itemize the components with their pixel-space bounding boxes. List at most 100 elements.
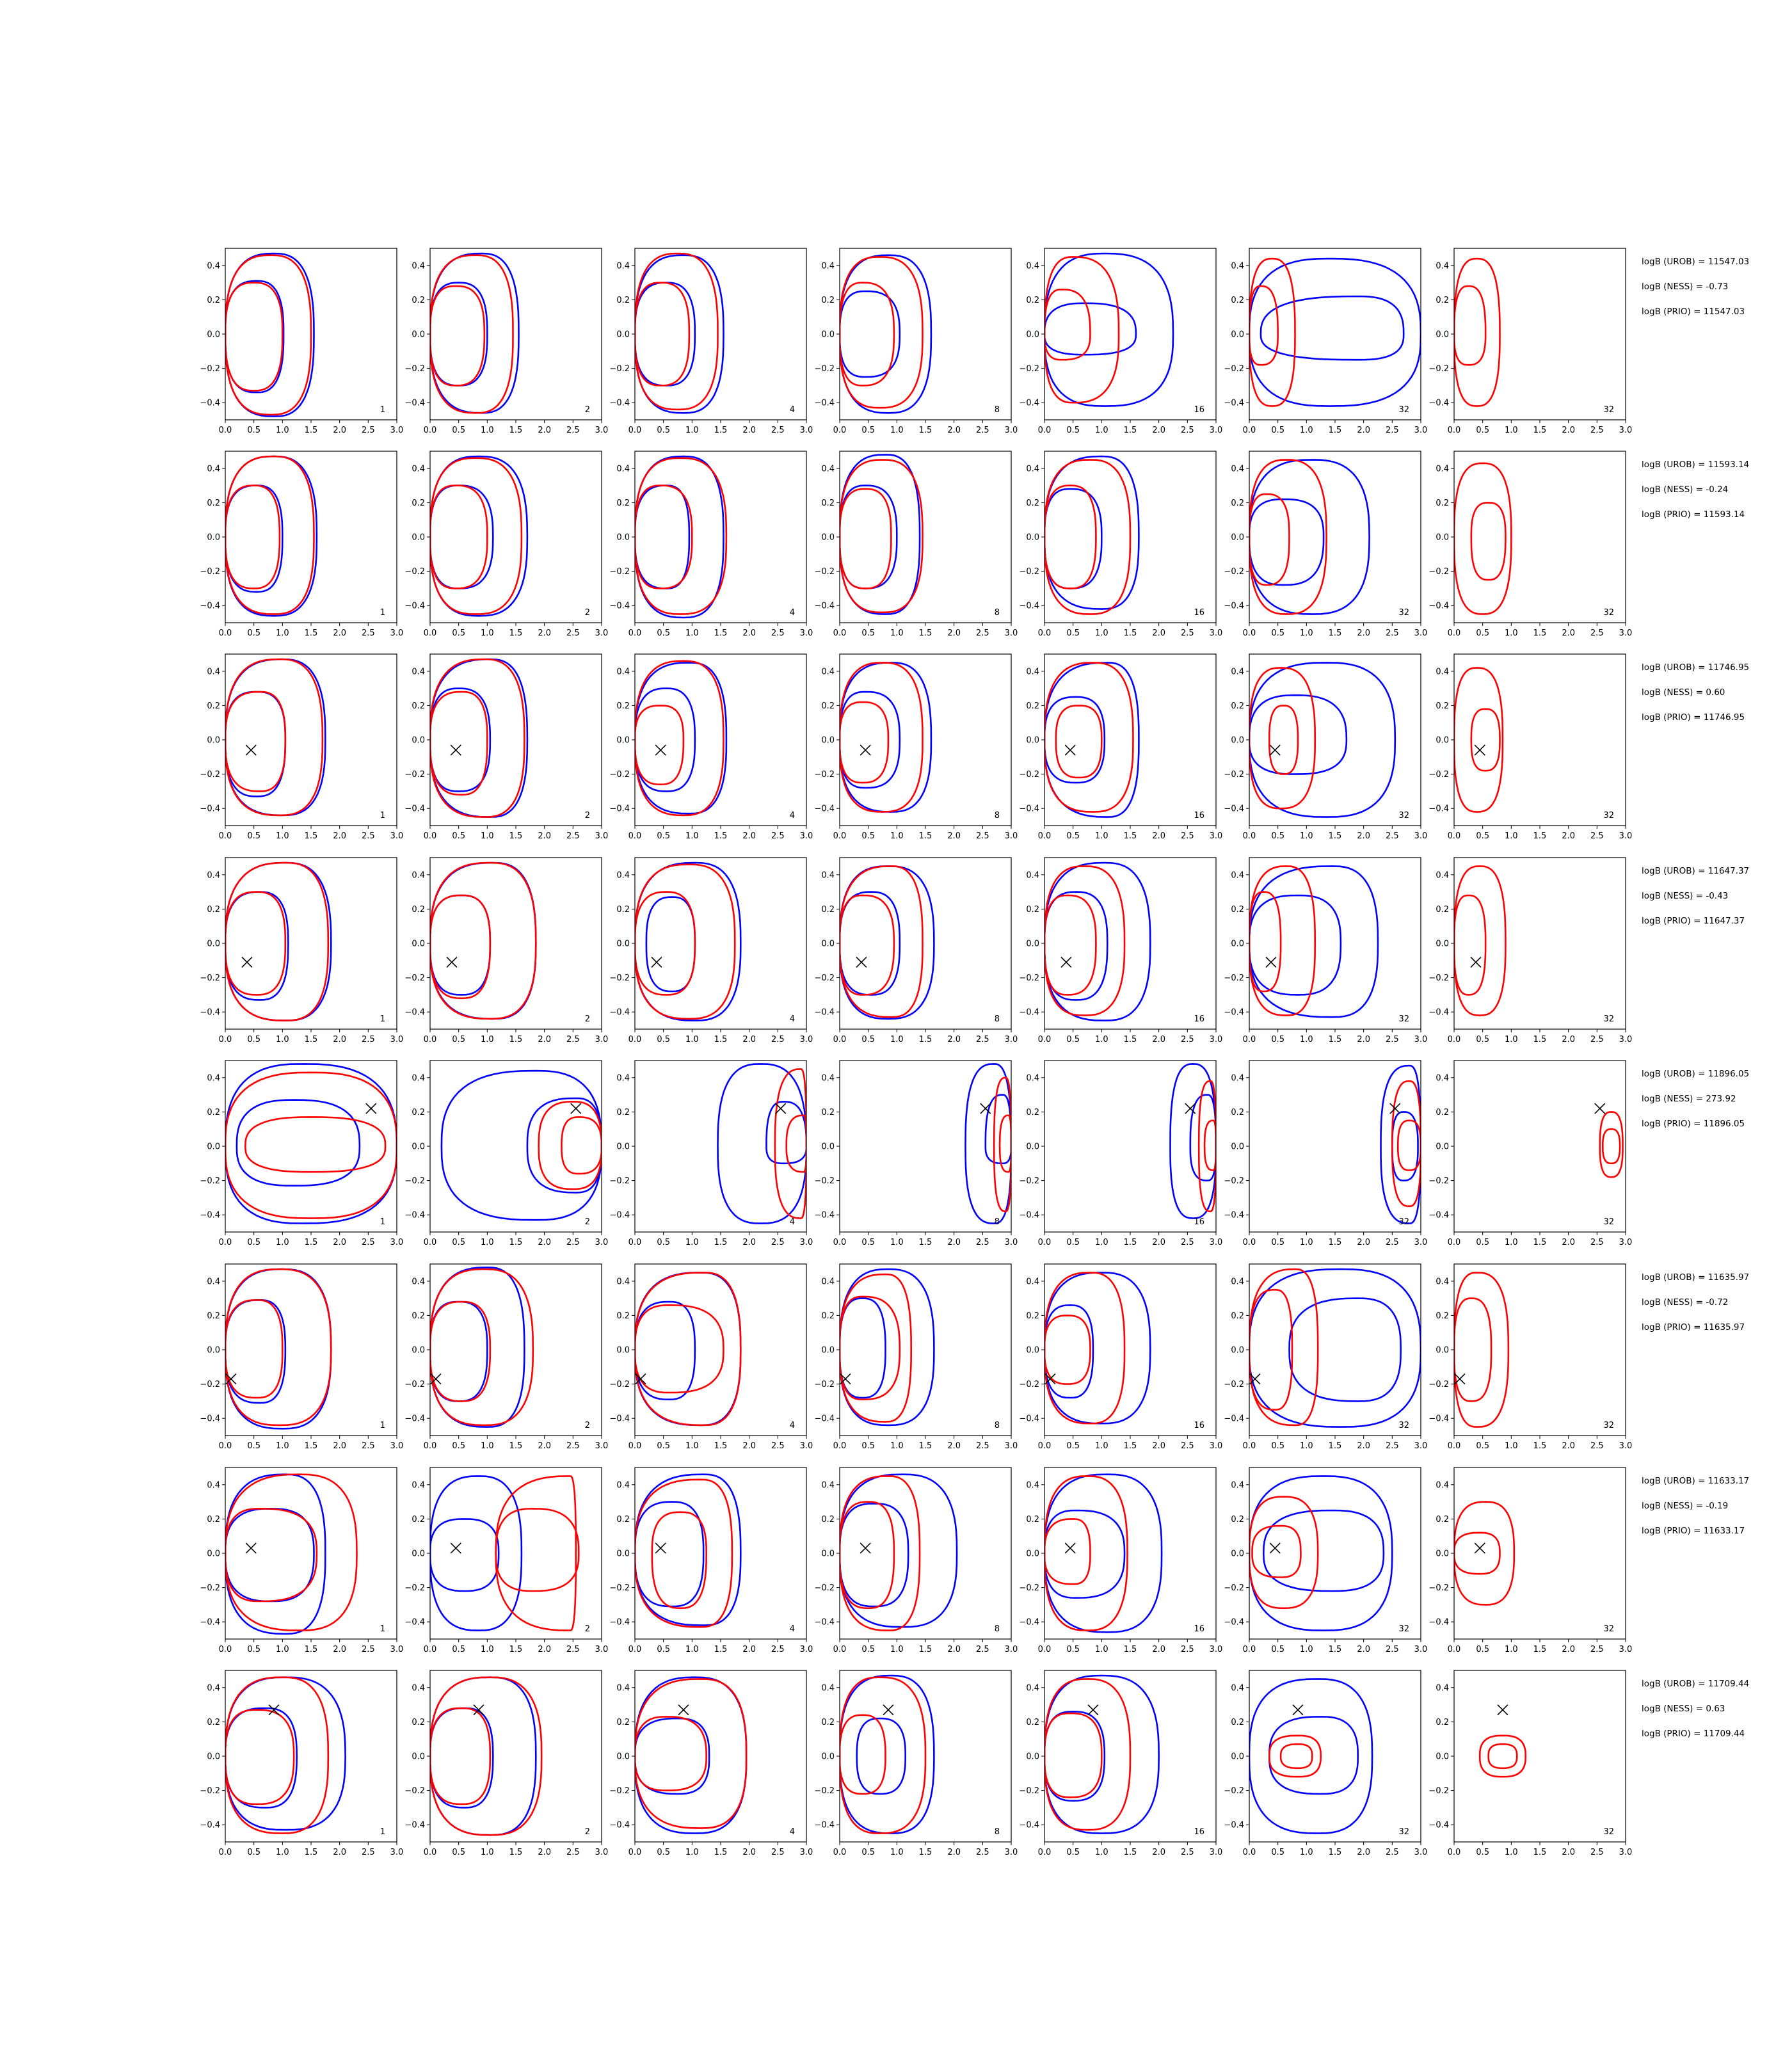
x-tick-label: 1.5 xyxy=(509,1848,523,1857)
x-tick-label: 2.0 xyxy=(1357,426,1370,435)
y-tick-label: −0.4 xyxy=(404,399,425,408)
x-tick-label: 2.5 xyxy=(1590,831,1604,841)
x-tick-label: 3.0 xyxy=(595,1035,609,1044)
red-contour-2 xyxy=(1203,1119,1216,1171)
blue-contour-2 xyxy=(984,1094,1011,1165)
axes-frame xyxy=(1453,248,1626,420)
y-tick-label: 0.2 xyxy=(821,1515,835,1524)
y-tick-label: −0.2 xyxy=(404,973,425,983)
contour-lines xyxy=(840,1473,958,1631)
x-tick-label: 3.0 xyxy=(1210,1848,1223,1857)
y-tick-label: 0.0 xyxy=(616,736,630,746)
x-tick-label: 3.0 xyxy=(800,1645,813,1654)
blue-contour-1 xyxy=(1044,662,1140,818)
y-tick-label: −0.4 xyxy=(1428,1618,1449,1628)
red-contour-1 xyxy=(1454,667,1504,813)
panel-r4-c6: 0.0 0.5 1.0 1.5 2.0 2.5 3.0 −0.4 −0.2 0.0 0.2 0.4 32 xyxy=(1224,857,1427,1044)
x-tick-label: 1.5 xyxy=(714,426,728,435)
x-tick-label: 1.0 xyxy=(685,1848,699,1857)
x-tick-label: 1.0 xyxy=(1505,1035,1518,1044)
red-contour-2 xyxy=(1397,1119,1421,1171)
panel-label: 32 xyxy=(1603,1014,1614,1024)
x-tick-label: 1.0 xyxy=(890,1035,904,1044)
x-tick-label: 2.5 xyxy=(566,426,580,435)
blue-contour-1 xyxy=(1044,861,1151,1021)
red-contour-1 xyxy=(840,459,924,614)
panel-label: 32 xyxy=(1398,405,1409,415)
panel-label: 4 xyxy=(790,608,795,618)
x-tick-label: 1.0 xyxy=(1505,831,1518,841)
x-tick-label: 2.5 xyxy=(976,1035,989,1044)
x-tick-label: 2.5 xyxy=(1590,1238,1604,1247)
y-tick-label: −0.2 xyxy=(609,1380,630,1389)
x-tick-label: 0.0 xyxy=(628,1645,642,1654)
y-tick-label: −0.4 xyxy=(1019,804,1039,814)
x-tick-label: 0.5 xyxy=(861,426,875,435)
panel-label: 32 xyxy=(1398,1624,1409,1634)
red-contour-2 xyxy=(1487,1743,1518,1770)
y-tick-label: −0.2 xyxy=(814,770,835,780)
y-tick-label: 0.0 xyxy=(821,1752,835,1762)
y-tick-label: 0.0 xyxy=(616,1549,630,1559)
y-tick-label: 0.4 xyxy=(616,1683,630,1693)
x-tick-label: 1.5 xyxy=(1329,1238,1342,1247)
blue-contour-2 xyxy=(840,891,901,996)
x-tick-label: 3.0 xyxy=(595,1238,609,1247)
blue-contour-2 xyxy=(635,687,696,792)
panel-r3-c5: 0.0 0.5 1.0 1.5 2.0 2.5 3.0 −0.4 −0.2 0.0 0.2 0.4 16 xyxy=(1019,653,1222,841)
panel-r4-c5: 0.0 0.5 1.0 1.5 2.0 2.5 3.0 −0.4 −0.2 0.0 0.2 0.4 16 xyxy=(1019,857,1222,1044)
y-tick-label: 0.4 xyxy=(1026,1480,1039,1490)
x-tick-label: 3.0 xyxy=(1619,628,1633,638)
x-tick-label: 0.5 xyxy=(1271,628,1284,638)
red-contour-2 xyxy=(1249,891,1282,993)
x-tick-label: 0.5 xyxy=(861,1035,875,1044)
contour-lines xyxy=(1454,667,1504,813)
stat-line: logB (UROB) = 11633.17 xyxy=(1642,1476,1749,1486)
blue-contour-2 xyxy=(1044,696,1106,784)
x-tick-label: 1.0 xyxy=(276,1441,289,1451)
y-tick-label: −0.4 xyxy=(200,1821,220,1830)
x-tick-label: 0.0 xyxy=(1448,1238,1461,1247)
x-tick-label: 3.0 xyxy=(1414,628,1428,638)
x-tick-label: 2.0 xyxy=(1562,1645,1575,1654)
blue-contour-2 xyxy=(1189,1094,1216,1181)
y-tick-label: −0.4 xyxy=(609,1008,630,1018)
y-tick-label: 0.2 xyxy=(412,296,425,305)
panel-r8-c6: 0.0 0.5 1.0 1.5 2.0 2.5 3.0 −0.4 −0.2 0.0 0.2 0.4 32 xyxy=(1224,1670,1427,1857)
x-tick-label: 1.5 xyxy=(714,1035,728,1044)
x-tick-label: 1.0 xyxy=(1095,628,1108,638)
contour-lines xyxy=(225,455,318,617)
y-tick-label: −0.4 xyxy=(404,602,425,611)
x-tick-label: 3.0 xyxy=(800,1238,813,1247)
y-tick-label: −0.4 xyxy=(200,602,220,611)
x-tick-label: 1.5 xyxy=(1329,1441,1342,1451)
x-tick-label: 3.0 xyxy=(595,1848,609,1857)
panel-r7-c5: 0.0 0.5 1.0 1.5 2.0 2.5 3.0 −0.4 −0.2 0.0 0.2 0.4 16 xyxy=(1019,1467,1222,1654)
y-tick-label: 0.0 xyxy=(1436,533,1449,543)
red-contour-2 xyxy=(225,484,281,589)
panel-r5-c4: 0.0 0.5 1.0 1.5 2.0 2.5 3.0 −0.4 −0.2 0.0 0.2 0.4 8 xyxy=(814,1060,1018,1247)
blue-contour-2 xyxy=(430,1300,488,1402)
x-tick-label: 2.5 xyxy=(1181,1035,1194,1044)
x-tick-label: 0.0 xyxy=(628,1035,642,1044)
panel-r8-c1: 0.0 0.5 1.0 1.5 2.0 2.5 3.0 −0.4 −0.2 0.0 0.2 0.4 1 xyxy=(200,1670,403,1857)
x-tick-label: 1.0 xyxy=(685,1441,699,1451)
panel-label: 16 xyxy=(1194,1827,1204,1837)
x-tick-label: 3.0 xyxy=(1619,426,1633,435)
x-tick-label: 2.0 xyxy=(742,628,756,638)
y-tick-label: −0.2 xyxy=(609,770,630,780)
x-tick-label: 2.0 xyxy=(742,831,756,841)
y-tick-label: 0.4 xyxy=(1026,464,1039,474)
y-tick-label: 0.2 xyxy=(1436,296,1449,305)
stat-line: logB (UROB) = 11635.97 xyxy=(1642,1272,1749,1283)
panel-r6-c2: 0.0 0.5 1.0 1.5 2.0 2.5 3.0 −0.4 −0.2 0.0 0.2 0.4 2 xyxy=(404,1263,608,1451)
y-tick-label: −0.4 xyxy=(814,602,835,611)
x-tick-label: 0.5 xyxy=(1066,1848,1080,1857)
y-tick-label: −0.2 xyxy=(1428,1176,1449,1186)
stat-line: logB (PRIO) = 11633.17 xyxy=(1642,1526,1745,1536)
blue-contour-2 xyxy=(526,1097,602,1194)
y-tick-label: −0.4 xyxy=(1224,804,1244,814)
panel-r6-c4: 0.0 0.5 1.0 1.5 2.0 2.5 3.0 −0.4 −0.2 0.0 0.2 0.4 8 xyxy=(814,1263,1018,1451)
y-tick-label: 0.2 xyxy=(616,905,630,915)
x-tick-label: 2.0 xyxy=(333,1238,346,1247)
